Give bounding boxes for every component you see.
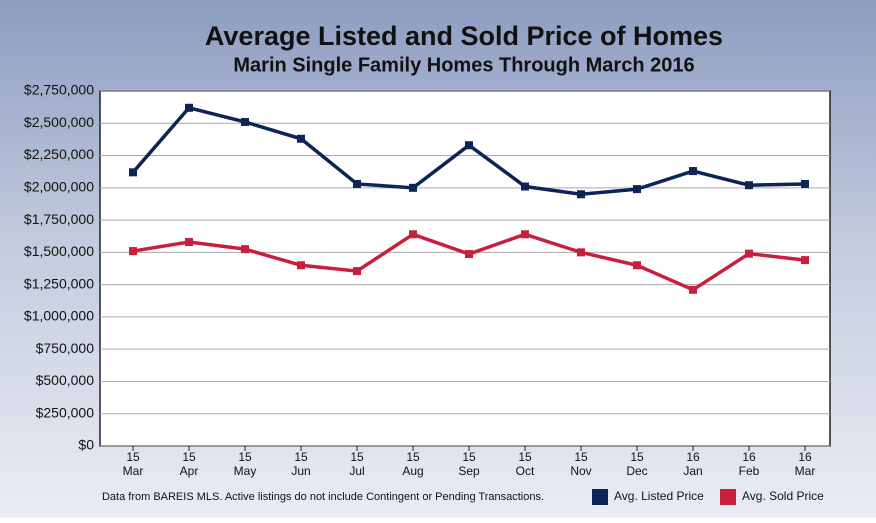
marker [745, 181, 753, 190]
x-tick-label: Nov [570, 464, 591, 478]
x-tick-label: May [234, 464, 257, 478]
y-tick-label: $0 [78, 437, 94, 453]
marker [297, 134, 305, 143]
x-tick-label: 16 [798, 450, 812, 464]
marker [297, 261, 305, 270]
marker [465, 141, 473, 150]
y-tick-label: $250,000 [36, 404, 95, 420]
y-tick-label: $2,750,000 [24, 82, 94, 98]
x-tick-label: 15 [574, 450, 588, 464]
marker [409, 230, 417, 239]
x-tick-label: 15 [518, 450, 532, 464]
x-tick-label: Oct [516, 464, 535, 478]
marker [353, 179, 361, 188]
x-tick-label: Feb [739, 464, 760, 478]
y-tick-label: $1,750,000 [24, 211, 94, 227]
marker [465, 250, 473, 259]
x-tick-label: 15 [350, 450, 364, 464]
marker [689, 285, 697, 294]
marker [521, 230, 529, 239]
x-tick-label: Apr [180, 464, 199, 478]
chart-subtitle: Marin Single Family Homes Through March … [233, 54, 694, 76]
marker [185, 238, 193, 247]
marker [745, 249, 753, 258]
footnote: Data from BAREIS MLS. Active listings do… [102, 491, 544, 503]
y-tick-label: $2,000,000 [24, 179, 94, 195]
marker [801, 179, 809, 188]
marker [577, 248, 585, 257]
y-tick-label: $500,000 [36, 372, 95, 388]
x-tick-label: Dec [626, 464, 647, 478]
x-tick-label: 16 [686, 450, 700, 464]
x-tick-label: Jul [349, 464, 364, 478]
marker [801, 256, 809, 265]
x-tick-label: Mar [123, 464, 144, 478]
x-tick-label: Sep [458, 464, 480, 478]
marker [241, 117, 249, 126]
legend-swatch [720, 489, 736, 505]
x-tick-label: Jun [291, 464, 310, 478]
marker [129, 168, 137, 177]
x-tick-label: 15 [630, 450, 644, 464]
y-tick-label: $750,000 [36, 340, 95, 356]
marker [185, 103, 193, 112]
marker [129, 247, 137, 256]
marker [633, 261, 641, 270]
marker [633, 185, 641, 194]
x-tick-label: 15 [294, 450, 308, 464]
legend-label: Avg. Sold Price [742, 489, 824, 503]
legend-swatch [592, 489, 608, 505]
y-tick-label: $1,000,000 [24, 308, 94, 324]
x-tick-label: 15 [462, 450, 476, 464]
x-tick-label: Aug [402, 464, 423, 478]
legend-label: Avg. Listed Price [614, 489, 704, 503]
x-tick-label: 15 [406, 450, 420, 464]
marker [409, 183, 417, 192]
marker [577, 190, 585, 199]
x-tick-label: Jan [683, 464, 702, 478]
x-tick-label: 16 [742, 450, 756, 464]
y-tick-label: $1,500,000 [24, 243, 94, 259]
x-tick-label: 15 [238, 450, 252, 464]
chart-title: Average Listed and Sold Price of Homes [205, 21, 723, 51]
marker [689, 167, 697, 176]
x-tick-label: Mar [795, 464, 816, 478]
y-tick-label: $2,500,000 [24, 114, 94, 130]
y-tick-label: $2,250,000 [24, 146, 94, 162]
marker [353, 267, 361, 276]
x-tick-label: 15 [182, 450, 196, 464]
marker [521, 182, 529, 191]
x-tick-label: 15 [126, 450, 140, 464]
y-tick-label: $1,250,000 [24, 275, 94, 291]
marker [241, 245, 249, 254]
